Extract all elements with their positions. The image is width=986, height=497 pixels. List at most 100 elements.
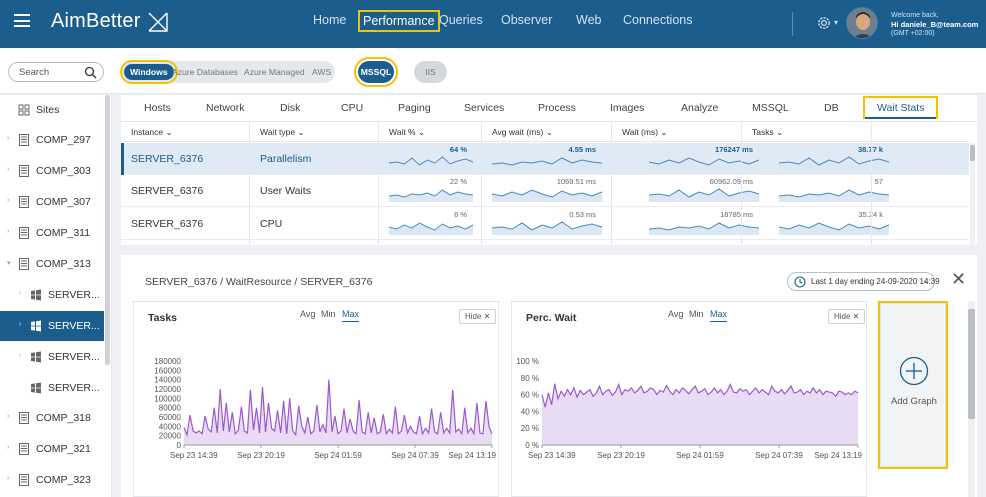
column-header-1[interactable]: Wait type ⌄ [260, 127, 305, 138]
chevron-right-icon[interactable]: › [19, 290, 22, 297]
column-header-3[interactable]: Avg wait (ms) ⌄ [492, 127, 553, 138]
hide-chart-button[interactable]: Hide ✕ [459, 309, 497, 324]
nav-connections[interactable]: Connections [623, 13, 693, 27]
column-divider [611, 122, 612, 245]
top-bar: AimBetter Home Performance Queries Obser… [0, 0, 986, 48]
metric-cell-tasks: 35.24 k [773, 210, 895, 238]
platform-azure-managed[interactable]: Azure Managed [244, 67, 305, 77]
sidebar-item-10[interactable]: › COMP_318 [0, 403, 104, 433]
sidebar-item-6[interactable]: › SERVER... [0, 280, 104, 310]
breadcrumb: SERVER_6376 / WaitResource / SERVER_6376 [145, 276, 373, 288]
sidebar-item-9[interactable]: SERVER... [0, 373, 104, 403]
sidebar-item-8[interactable]: › SERVER... [0, 342, 104, 372]
sidebar-item-5[interactable]: ▾ COMP_313 [0, 249, 104, 279]
add-graph-button[interactable]: Add Graph [878, 301, 948, 469]
agg-avg[interactable]: Avg [300, 309, 316, 319]
sidebar-item-label: SERVER... [48, 351, 100, 363]
tab-paging[interactable]: Paging [398, 102, 431, 114]
tab-cpu[interactable]: CPU [341, 102, 364, 114]
tab-disk[interactable]: Disk [280, 102, 301, 114]
tab-wait-stats[interactable]: Wait Stats [863, 96, 939, 119]
close-icon[interactable]: ✕ [951, 269, 967, 289]
tab-bar: Hosts Network Disk CPU Paging Services Process… [121, 95, 977, 122]
x-tick-label: Sep 23 14:39 [528, 451, 576, 460]
iis-button[interactable]: IIS [414, 61, 447, 83]
chevron-right-icon[interactable]: › [7, 166, 10, 173]
table-scrollbar[interactable] [970, 143, 975, 245]
settings-chevron-down-icon[interactable]: ▾ [834, 18, 839, 27]
agg-avg[interactable]: Avg [668, 309, 684, 319]
sidebar-item-0[interactable]: Sites [0, 95, 104, 125]
date-range-picker[interactable]: Last 1 day ending 24-09-2020 14:39 ⌄ [787, 272, 940, 291]
search-icon[interactable] [84, 66, 97, 79]
tab-hosts[interactable]: Hosts [144, 102, 171, 114]
sidebar-item-11[interactable]: › COMP_321 [0, 434, 104, 464]
chevron-right-icon[interactable]: › [19, 321, 22, 328]
table-row[interactable]: SERVER_6376 User Waits 22 % 1069.51 ms 60962… [121, 175, 969, 207]
column-header-2[interactable]: Wait % ⌄ [389, 127, 425, 138]
search-input[interactable]: Search [8, 62, 104, 82]
chevron-right-icon[interactable]: › [7, 475, 10, 482]
sidebar-item-label: COMP_313 [36, 258, 91, 270]
chevron-right-icon[interactable]: › [7, 444, 10, 451]
welcome-line: Welcome back, [891, 12, 939, 19]
agg-max[interactable]: Max [710, 309, 728, 322]
metric-cell-wait-ms: 18785 ms [643, 210, 765, 238]
sidebar-scrollbar[interactable] [105, 95, 110, 365]
sidebar-item-4[interactable]: › COMP_311 [0, 218, 104, 248]
metric-cell-wait-ms: 176247 ms [643, 145, 765, 173]
metric-value: 176247 ms [715, 145, 753, 154]
y-tick-label: 80 % [521, 374, 539, 383]
sidebar-item-2[interactable]: › COMP_303 [0, 156, 104, 186]
sidebar-item-label: COMP_321 [36, 443, 91, 455]
agg-max[interactable]: Max [342, 309, 360, 322]
nav-performance[interactable]: Performance [358, 10, 440, 32]
nav-home[interactable]: Home [313, 13, 347, 27]
windows-server-icon [31, 320, 41, 332]
agg-min[interactable]: Min [321, 309, 336, 319]
gear-icon[interactable] [816, 15, 832, 31]
agg-min[interactable]: Min [689, 309, 704, 319]
metric-cell-wait-ms: 60962.09 ms [643, 177, 765, 205]
logo[interactable]: AimBetter [51, 10, 168, 33]
tab-db[interactable]: DB [824, 102, 839, 114]
nav-web[interactable]: Web [576, 13, 602, 27]
chevron-right-icon[interactable]: › [7, 135, 10, 142]
column-header-0[interactable]: Instance ⌄ [131, 127, 173, 138]
table-row[interactable]: SERVER_6376 CPU 6 % 0.53 ms 18785 ms 35.24 k [121, 208, 969, 240]
chevron-right-icon[interactable]: › [7, 197, 10, 204]
chevron-right-icon[interactable]: › [7, 228, 10, 235]
sort-chevron-icon: ⌄ [295, 127, 305, 137]
column-header-4[interactable]: Wait (ms) ⌄ [622, 127, 668, 138]
sidebar-item-1[interactable]: › COMP_297 [0, 125, 104, 155]
tab-analyze[interactable]: Analyze [681, 102, 719, 114]
avatar[interactable] [846, 7, 878, 39]
hide-chart-button[interactable]: Hide ✕ [828, 309, 866, 324]
column-header-label: Instance [131, 127, 164, 137]
sidebar-item-12[interactable]: › COMP_323 [0, 465, 104, 495]
nav-observer[interactable]: Observer [501, 13, 553, 27]
platform-windows[interactable]: Windows [120, 60, 178, 84]
tab-services[interactable]: Services [464, 102, 505, 114]
platform-aws[interactable]: AWS [312, 67, 332, 77]
hamburger-menu-icon[interactable] [14, 14, 30, 27]
sidebar-item-7[interactable]: › SERVER... [0, 311, 104, 341]
platform-azure-databases[interactable]: Azure Databases [172, 67, 238, 77]
column-header-5[interactable]: Tasks ⌄ [752, 127, 783, 138]
table-row[interactable]: SERVER_6376 Parallelism 64 % 4.55 ms 176247 … [121, 143, 969, 175]
tab-mssql[interactable]: MSSQL [752, 102, 789, 114]
chevron-right-icon[interactable]: › [19, 352, 22, 359]
sidebar-item-label: COMP_307 [36, 196, 91, 208]
tab-network[interactable]: Network [206, 102, 245, 114]
chevron-down-icon[interactable]: ▾ [7, 260, 11, 267]
chevron-right-icon[interactable]: › [7, 413, 10, 420]
column-divider [741, 122, 742, 245]
nav-queries[interactable]: Queries [439, 13, 483, 27]
metric-cell-avg-wait: 1069.51 ms [486, 177, 608, 205]
mssql-button[interactable]: MSSQL [354, 57, 398, 87]
metric-value: 1069.51 ms [556, 177, 596, 186]
tab-images[interactable]: Images [610, 102, 645, 114]
sidebar-item-3[interactable]: › COMP_307 [0, 187, 104, 217]
tab-process[interactable]: Process [538, 102, 576, 114]
detail-scrollbar[interactable] [968, 301, 975, 497]
